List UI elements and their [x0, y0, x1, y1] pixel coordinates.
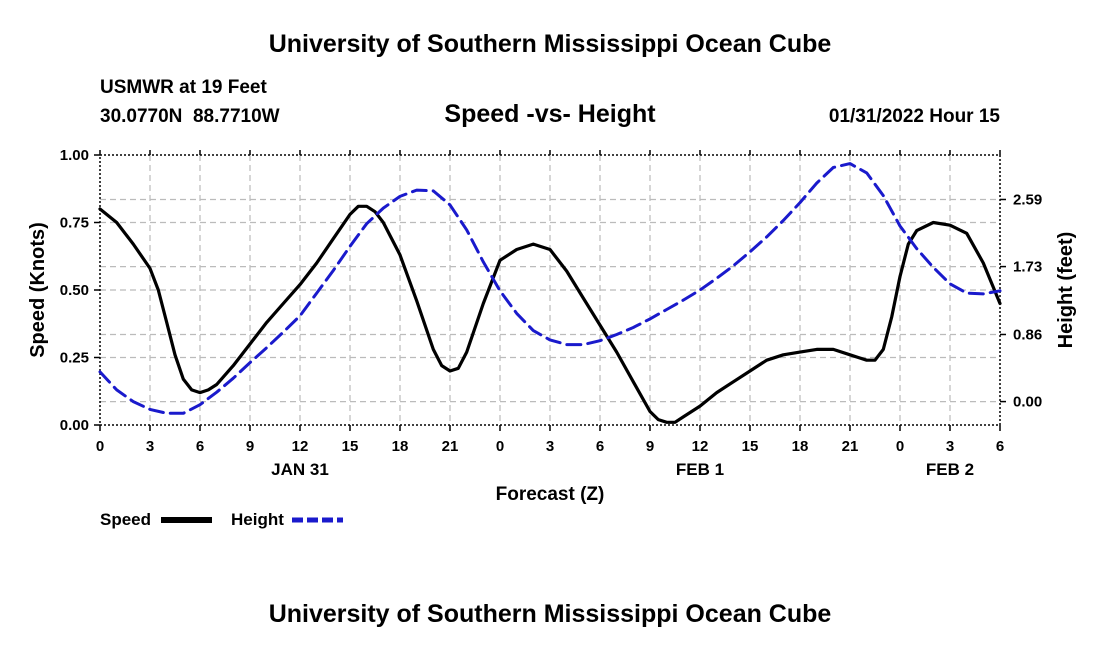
x-axis-label: Forecast (Z): [496, 484, 605, 505]
axes: 0 3 6 9 12 15 18 21 0 3 6 9 12 15 18 21 0 3 6 JAN 31 FEB 1 FE…: [60, 147, 1042, 479]
footer-title: University of Southern Mississippi Ocean…: [268, 600, 832, 628]
x-tick-label: 0: [896, 438, 904, 455]
x-tick-label: 12: [292, 438, 309, 455]
y-tick-label: 0.00: [60, 417, 89, 434]
x-tick-label: 12: [692, 438, 709, 455]
x-tick-label: 6: [596, 438, 604, 455]
x-tick-label: 3: [946, 438, 954, 455]
x-tick-label: 0: [96, 438, 104, 455]
chart-subtitle: Speed -vs- Height: [444, 100, 656, 128]
x-tick-label: 21: [842, 438, 859, 455]
coordinates-label: 30.0770N 88.7710W: [100, 106, 280, 127]
x-tick-label: 6: [196, 438, 204, 455]
x-tick-label: 6: [996, 438, 1004, 455]
x-tick-label: 15: [742, 438, 759, 455]
y-axis-label: Speed (Knots): [27, 222, 49, 358]
date-label: FEB 2: [926, 460, 974, 479]
date-label: FEB 1: [676, 460, 724, 479]
y2-tick-label: 2.59: [1013, 191, 1042, 208]
y2-tick-label: 1.73: [1013, 259, 1042, 276]
x-tick-label: 18: [392, 438, 409, 455]
x-tick-label: 9: [246, 438, 254, 455]
grid-lines: [100, 155, 1000, 425]
main-title: University of Southern Mississippi Ocean…: [268, 30, 832, 58]
y-tick-label: 1.00: [60, 147, 89, 164]
legend-speed-label: Speed: [100, 510, 152, 529]
x-tick-label: 18: [792, 438, 809, 455]
x-tick-label: 3: [146, 438, 154, 455]
station-label: USMWR at 19 Feet: [100, 77, 267, 98]
x-tick-label: 0: [496, 438, 504, 455]
speed-series-line: [98, 204, 1002, 424]
y2-tick-label: 0.00: [1013, 394, 1042, 411]
datetime-label: 01/31/2022 Hour 15: [828, 106, 1000, 127]
y-tick-label: 0.50: [60, 282, 89, 299]
y-tick-label: 0.25: [60, 350, 89, 367]
x-tick-label: 21: [442, 438, 459, 455]
legend-height-label: Height: [231, 510, 284, 529]
height-series-line: [98, 162, 1002, 415]
date-label: JAN 31: [271, 460, 329, 479]
x-tick-label: 9: [646, 438, 654, 455]
y-tick-label: 0.75: [60, 215, 89, 232]
x-tick-label: 3: [546, 438, 554, 455]
y2-axis-label: Height (feet): [1055, 232, 1077, 349]
y2-tick-label: 0.86: [1013, 326, 1042, 343]
series-lines: [98, 162, 1002, 424]
x-tick-label: 15: [342, 438, 359, 455]
